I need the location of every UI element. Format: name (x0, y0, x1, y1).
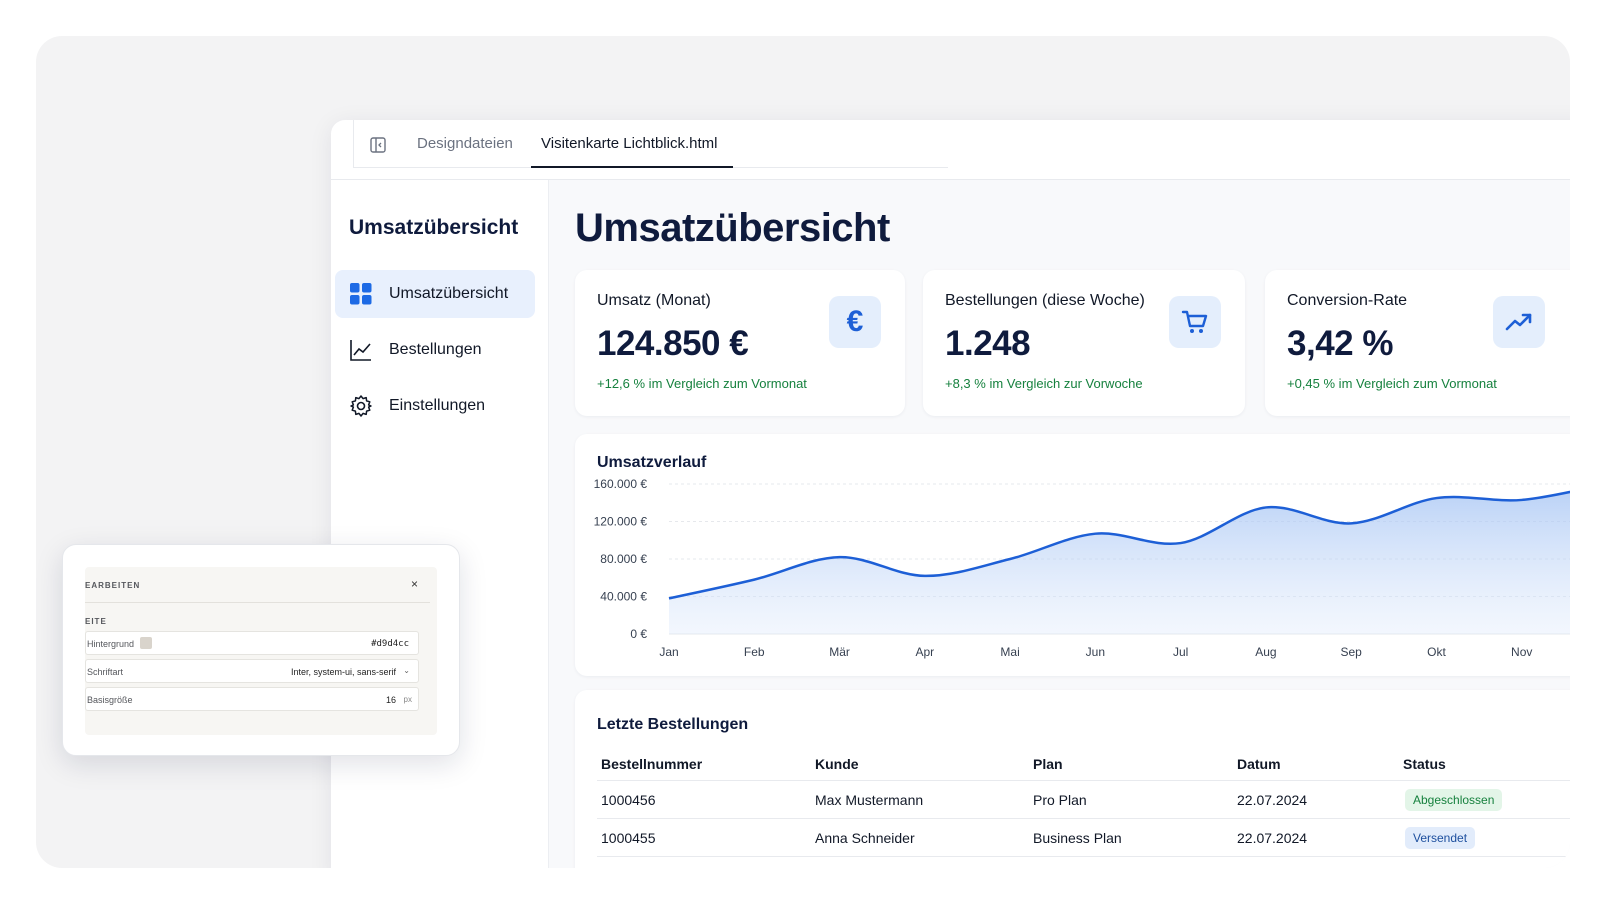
x-tick-label: Okt (1427, 645, 1446, 659)
orders-card: Letzte Bestellungen Bestellnummer Kunde … (575, 690, 1570, 868)
divider (597, 780, 1570, 781)
kpi-label: Umsatz (Monat) (597, 292, 711, 309)
kpi-card-umsatz: Umsatz (Monat) 124.850 € +12,6 % im Verg… (575, 270, 905, 416)
order-id: 1000455 (601, 830, 656, 846)
euro-icon: € (829, 296, 881, 348)
divider (597, 856, 1570, 857)
field-label: Basisgröße (87, 695, 133, 705)
kpi-card-bestellungen: Bestellungen (diese Woche) 1.248 +8,3 % … (923, 270, 1245, 416)
app-window: Designdateien Visitenkarte Lichtblick.ht… (331, 120, 1570, 868)
unit-label: px (403, 695, 412, 704)
field-label: Hintergrund (87, 639, 135, 649)
x-tick-label: Aug (1255, 645, 1276, 659)
order-customer: Anna Schneider (815, 830, 915, 846)
field-label: Schriftart (87, 667, 124, 677)
kpi-value: 3,42 % (1287, 324, 1393, 363)
sidebar-item-einstellungen[interactable]: Einstellungen (335, 382, 535, 430)
kpi-delta: +8,3 % im Vergleich zur Vorwoche (945, 376, 1143, 391)
edit-panel-header: EARBEITEN × (85, 567, 430, 603)
tab-bar: Designdateien Visitenkarte Lichtblick.ht… (331, 120, 1570, 180)
x-tick-label: Jun (1086, 645, 1105, 659)
x-tick-label: Mär (829, 645, 850, 659)
edit-panel-body: EARBEITEN × EITE Hintergrund #d9d4cc Sch… (85, 567, 437, 735)
panel-section-label: EITE (85, 617, 107, 626)
column-header: Plan (1033, 756, 1063, 772)
field-value: 16 (385, 695, 396, 705)
stage: Designdateien Visitenkarte Lichtblick.ht… (36, 36, 1570, 868)
x-tick-label: Jul (1173, 645, 1188, 659)
y-tick-label: 40.000 € (600, 590, 647, 604)
sidebar-item-umsatzuebersicht[interactable]: Umsatzübersicht (335, 270, 535, 318)
gear-icon (349, 394, 373, 418)
chart-title: Umsatzverlauf (597, 454, 707, 471)
x-tick-label: Sep (1341, 645, 1363, 659)
page-title: Umsatzübersicht (575, 206, 890, 250)
line-chart-icon (349, 338, 373, 362)
close-icon[interactable]: × (410, 577, 418, 591)
chevron-down-icon: ⌄ (403, 666, 410, 675)
order-id: 1000456 (601, 792, 656, 808)
y-tick-label: 0 € (630, 627, 647, 641)
divider (597, 818, 1570, 819)
sidebar-item-label: Umsatzübersicht (389, 285, 509, 302)
main-content: Umsatzübersicht Umsatz (Monat) 124.850 €… (549, 180, 1570, 868)
active-tab-indicator (531, 166, 733, 168)
edit-panel-title: EARBEITEN (85, 581, 141, 590)
tab-visitenkarte[interactable]: Visitenkarte Lichtblick.html (541, 135, 718, 152)
kpi-label: Bestellungen (diese Woche) (945, 292, 1145, 309)
edit-panel: EARBEITEN × EITE Hintergrund #d9d4cc Sch… (62, 544, 460, 756)
sidebar-title: Umsatzübersicht (349, 216, 519, 239)
status-badge: Abgeschlossen (1405, 789, 1503, 811)
font-family-select[interactable]: Schriftart Inter, system-ui, sans-serif … (85, 659, 419, 683)
sidebar: Umsatzübersicht Umsatzübersicht Bestellu… (331, 180, 549, 868)
x-tick-label: Mai (1000, 645, 1019, 659)
order-plan: Pro Plan (1033, 792, 1087, 808)
y-tick-label: 80.000 € (600, 552, 647, 566)
dashboard-grid-icon (349, 282, 373, 306)
x-tick-label: Nov (1511, 645, 1532, 659)
sidebar-item-label: Einstellungen (389, 397, 486, 414)
kpi-value: 1.248 (945, 324, 1031, 363)
base-size-field[interactable]: Basisgröße 16 px (85, 687, 419, 711)
order-plan: Business Plan (1033, 830, 1122, 846)
kpi-value: 124.850 € (597, 324, 749, 363)
y-tick-label: 120.000 € (594, 515, 648, 529)
trend-up-icon (1493, 296, 1545, 348)
cart-icon (1169, 296, 1221, 348)
order-date: 22.07.2024 (1237, 830, 1308, 846)
field-value: #d9d4cc (371, 639, 409, 649)
x-tick-label: Feb (744, 645, 765, 659)
revenue-chart: 0 € 40.000 € 80.000 € 120.000 € 160.000 € Jan… (594, 477, 1570, 659)
sidebar-toggle-icon[interactable] (369, 136, 387, 154)
background-color-field[interactable]: Hintergrund #d9d4cc (85, 631, 419, 655)
chart-area (669, 492, 1570, 634)
column-header: Status (1403, 756, 1446, 772)
column-header: Datum (1237, 756, 1281, 772)
column-header: Bestellnummer (601, 756, 703, 772)
column-header: Kunde (815, 756, 859, 772)
series-line (668, 490, 1570, 600)
tab-designdateien[interactable]: Designdateien (417, 135, 513, 152)
y-tick-label: 160.000 € (594, 477, 648, 491)
kpi-label: Conversion-Rate (1287, 292, 1408, 309)
kpi-card-conversion: Conversion-Rate 3,42 % +0,45 % im Vergle… (1265, 270, 1570, 416)
x-tick-label: Jan (659, 645, 678, 659)
order-date: 22.07.2024 (1237, 792, 1308, 808)
sidebar-item-label: Bestellungen (389, 341, 482, 358)
status-badge: Versendet (1405, 827, 1476, 849)
field-value: Inter, system-ui, sans-serif (290, 667, 396, 677)
chart-card: Umsatzverlauf 0 € 40.000 € 80.000 € 120.000… (575, 434, 1570, 676)
x-tick-label: Apr (915, 645, 934, 659)
orders-title: Letzte Bestellungen (597, 716, 749, 733)
kpi-delta: +12,6 % im Vergleich zum Vormonat (597, 376, 807, 391)
color-swatch[interactable] (140, 637, 152, 649)
kpi-delta: +0,45 % im Vergleich zum Vormonat (1287, 376, 1497, 391)
sidebar-item-bestellungen[interactable]: Bestellungen (335, 326, 535, 374)
order-customer: Max Mustermann (815, 792, 924, 808)
